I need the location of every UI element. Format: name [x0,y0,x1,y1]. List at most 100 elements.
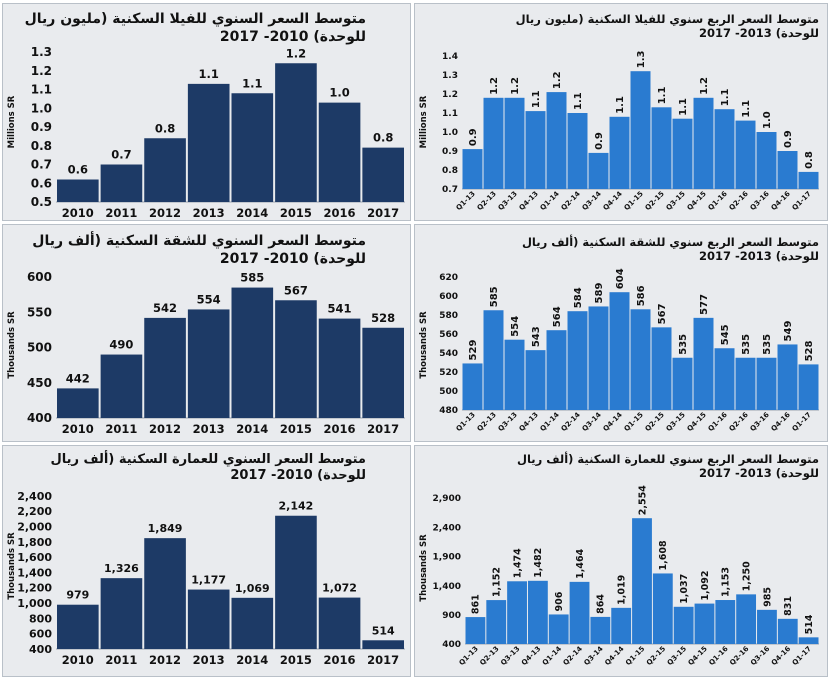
bar-Q3-14 [588,306,609,410]
bar-Q4-16 [777,151,798,189]
data-label: 1.2 [552,71,563,89]
x-tick-label: 2017 [367,653,399,667]
x-tick-label: Q3-15 [665,190,687,212]
bar-2010 [57,179,99,202]
bar-Q1-17 [798,637,819,644]
bar-Q3-16 [756,132,777,189]
bar-2013 [187,309,230,418]
bar-Q4-13 [525,350,546,410]
x-tick-label: Q1-15 [623,190,645,212]
bar-2011 [100,578,143,649]
building-annual-chart: 400 600 800 1,000 1,200 1,400 1,600 1,800 2,000 2… [7,490,405,667]
x-tick-label: 2013 [193,422,225,436]
data-label: 545 [720,324,731,345]
x-tick-label: Q2-14 [560,411,582,433]
villa-quarterly-title: متوسط السعر الربع سنوي للفيلا السكنية (م… [419,12,819,41]
x-tick-label: 2011 [105,206,137,220]
data-label: 490 [109,338,133,352]
x-tick-label: Q1-14 [541,645,563,667]
y-tick-label: 550 [27,305,52,319]
data-label: 1,177 [191,574,226,587]
x-tick-label: Q1-13 [455,411,477,433]
x-tick-label: Q3-16 [749,190,771,212]
y-tick-label: 600 [439,292,458,302]
x-tick-label: 2016 [324,422,356,436]
bar-Q1-14 [546,330,567,410]
data-label: 1.1 [242,76,262,90]
y-tick-label: 1.3 [31,45,52,59]
bar-2014 [231,93,274,202]
y-axis-label: Thousands SR [7,532,17,600]
data-label: 1.2 [286,46,306,60]
bar-Q2-15 [651,107,672,189]
y-tick-label: 0.9 [442,147,458,157]
bar-2016 [318,597,361,649]
bar-Q2-14 [567,113,588,189]
data-label: 1,474 [512,548,523,578]
x-tick-label: Q4-13 [518,411,540,433]
apartment-annual-title: متوسط السعر السنوي للشقة السكنية (ألف ري… [6,233,366,268]
bar-Q1-13 [462,149,483,189]
x-tick-label: Q4-16 [770,190,792,212]
bar-Q3-15 [672,357,693,410]
data-label: 535 [762,334,773,355]
y-axis-label: Thousands SR [419,311,429,379]
bar-Q4-14 [609,292,630,410]
x-tick-label: Q3-14 [583,645,605,667]
data-label: 1,464 [575,548,586,578]
data-label: 1,153 [721,567,732,597]
bar-2015 [275,300,317,418]
data-label: 1.2 [510,77,521,95]
data-label: 1.3 [636,50,647,68]
y-tick-label: 400 [27,411,52,425]
data-label: 1,849 [148,522,183,535]
y-tick-label: 400 [29,643,52,656]
y-tick-label: 600 [27,270,52,284]
y-tick-label: 1.2 [442,90,458,100]
y-tick-label: 2,900 [433,494,461,504]
bar-Q2-13 [486,600,507,644]
bar-2011 [100,354,143,418]
x-tick-label: 2011 [105,653,137,667]
bar-Q1-15 [632,518,652,644]
bar-Q3-14 [590,616,611,644]
y-tick-label: 0.7 [31,158,52,172]
data-label: 0.7 [111,148,131,162]
x-tick-label: Q4-15 [686,190,708,212]
data-label: 604 [615,268,626,289]
bar-Q4-13 [527,580,548,644]
bar-Q4-15 [694,603,715,644]
bar-Q2-15 [651,327,672,410]
x-tick-label: Q3-15 [666,645,688,667]
y-tick-label: 500 [27,341,52,355]
data-label: 1,608 [658,540,669,570]
y-tick-label: 1.4 [442,52,458,62]
y-tick-label: 400 [442,640,461,650]
x-tick-label: 2011 [105,422,137,436]
bar-Q1-16 [715,600,736,644]
villa-quarterly-chart: 0.7 0.8 0.9 1.0 1.1 1.2 1.3 1.4 Millions SR 0.9 Q1… [419,50,819,212]
bar-Q4-15 [693,317,714,410]
bar-2011 [100,164,143,202]
data-label: 979 [66,589,89,602]
x-tick-label: Q2-16 [728,645,750,667]
data-label: 549 [783,321,794,342]
y-tick-label: 900 [442,611,461,621]
bar-2017 [362,147,404,202]
x-tick-label: Q4-14 [602,411,624,433]
bar-2016 [318,102,361,202]
x-tick-label: Q2-13 [476,411,498,433]
data-label: 535 [741,334,752,355]
y-tick-label: 600 [29,628,52,641]
y-tick-label: 1.1 [31,83,52,97]
data-label: 1.2 [699,77,710,95]
data-label: 1.1 [615,96,626,114]
bar-Q1-13 [465,617,486,644]
data-label: 528 [371,311,395,325]
x-tick-label: 2012 [149,653,181,667]
bar-Q4-14 [611,607,632,644]
y-tick-label: 620 [439,273,458,283]
bar-Q4-13 [525,111,546,189]
x-tick-label: Q1-17 [791,645,813,667]
bar-2012 [144,138,186,202]
